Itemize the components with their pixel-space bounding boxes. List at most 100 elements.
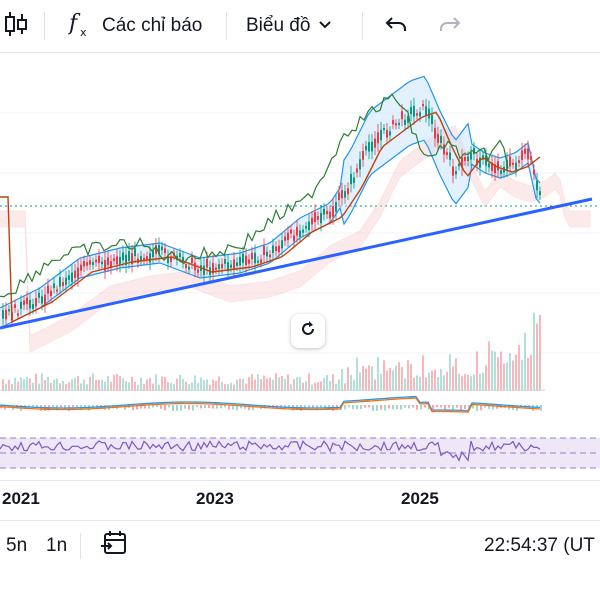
toolbar-divider (226, 12, 227, 40)
macd-histogram-bar (156, 405, 158, 408)
candle-body (272, 245, 274, 254)
candle-body (425, 106, 427, 116)
volume-bar (308, 373, 310, 391)
candle-body (65, 277, 67, 285)
macd-histogram-bar (248, 405, 250, 411)
reset-chart-button[interactable] (291, 314, 325, 348)
candle-body (71, 272, 73, 283)
macd-histogram-bar (312, 405, 314, 409)
candle-body (410, 106, 412, 115)
candle-body (2, 310, 4, 319)
chart-style-button[interactable] (0, 0, 32, 52)
volume-bar (197, 383, 199, 391)
volume-bar (152, 383, 154, 391)
volume-bar (50, 382, 52, 391)
candle-body (446, 152, 448, 156)
range-5y-button[interactable]: 5n (6, 521, 27, 571)
candle-body (470, 152, 472, 160)
volume-bar (2, 379, 4, 391)
candle-body (452, 166, 454, 176)
volume-bar (98, 379, 100, 391)
candle-body (293, 235, 295, 242)
volume-bar (503, 363, 505, 391)
macd-histogram-bar (472, 405, 474, 409)
candle-body (332, 206, 334, 217)
candle-body (536, 180, 538, 191)
candle-body (380, 129, 382, 141)
candle-body (185, 264, 187, 269)
candle-body (461, 157, 463, 168)
volume-bar (428, 372, 430, 391)
candle-body (140, 256, 142, 261)
volume-bar (524, 332, 526, 391)
candle-body (281, 240, 283, 249)
macd-histogram-bar (348, 405, 350, 408)
macd-histogram-bar (528, 405, 530, 408)
candle-body (254, 252, 256, 264)
candle-body (230, 264, 232, 268)
candle-body (77, 267, 79, 279)
candle-body (539, 191, 541, 196)
chart-type-dropdown[interactable]: Biểu đồ (246, 0, 332, 52)
candle-body (518, 160, 520, 163)
goto-date-button[interactable] (100, 521, 128, 571)
candle-body (23, 300, 25, 305)
candle-body (203, 265, 205, 275)
chart-canvas[interactable] (0, 53, 600, 480)
volume-bar (224, 384, 226, 391)
macd-histogram-bar (396, 405, 398, 410)
clock-timezone-button[interactable]: 22:54:37 (UT (484, 521, 595, 571)
volume-bar (35, 373, 37, 391)
volume-bar (458, 373, 460, 391)
macd-histogram-bar (372, 405, 374, 411)
macd-histogram-bar (84, 405, 86, 408)
redo-button[interactable] (434, 0, 466, 52)
candle-body (455, 170, 457, 175)
volume-bar (386, 370, 388, 391)
volume-bar (269, 377, 271, 391)
indicator-lines (0, 93, 593, 330)
bollinger-fill (0, 76, 540, 328)
macd-histogram-bar (412, 405, 414, 408)
candle-body (83, 261, 85, 267)
candle-body (92, 261, 94, 265)
candle-body (320, 213, 322, 224)
moving-average-line (0, 111, 541, 324)
candle-body (476, 158, 478, 165)
candle-body (317, 216, 319, 220)
volume-bar (107, 376, 109, 391)
volume-bar (173, 384, 175, 391)
volume-bar (437, 377, 439, 391)
candle-body (302, 229, 304, 233)
candle-body (110, 261, 112, 268)
macd-histogram-bar (324, 405, 326, 409)
bollinger-lower (0, 139, 541, 329)
volume-bar (62, 380, 64, 391)
volume-bar (425, 377, 427, 391)
volume-bar (119, 376, 121, 391)
date-label-2025: 2025 (401, 489, 439, 508)
candle-body (59, 277, 61, 287)
volume-bar (521, 359, 523, 391)
candle-body (116, 256, 118, 265)
refresh-icon (299, 320, 317, 343)
macd-histogram-bar (440, 405, 442, 408)
top-toolbar: f x Các chỉ báo Biểu đồ (0, 0, 600, 53)
macd-histogram-bar (404, 405, 406, 408)
undo-button[interactable] (380, 0, 412, 52)
volume-bar (419, 376, 421, 391)
candle-body (365, 146, 367, 151)
candle-body (224, 259, 226, 264)
volume-bar (20, 377, 22, 391)
candle-body (434, 127, 436, 139)
volume-bar (287, 374, 289, 391)
volume-bar (134, 381, 136, 391)
candle-body (416, 113, 418, 116)
candlestick-icon (3, 9, 29, 44)
macd-histogram-bar (228, 405, 230, 410)
candle-body (422, 103, 424, 107)
candle-body (188, 266, 190, 270)
range-1y-button[interactable]: 1n (46, 521, 67, 571)
indicators-button[interactable]: f x Các chỉ báo (67, 0, 202, 52)
price-chart[interactable] (0, 53, 600, 508)
